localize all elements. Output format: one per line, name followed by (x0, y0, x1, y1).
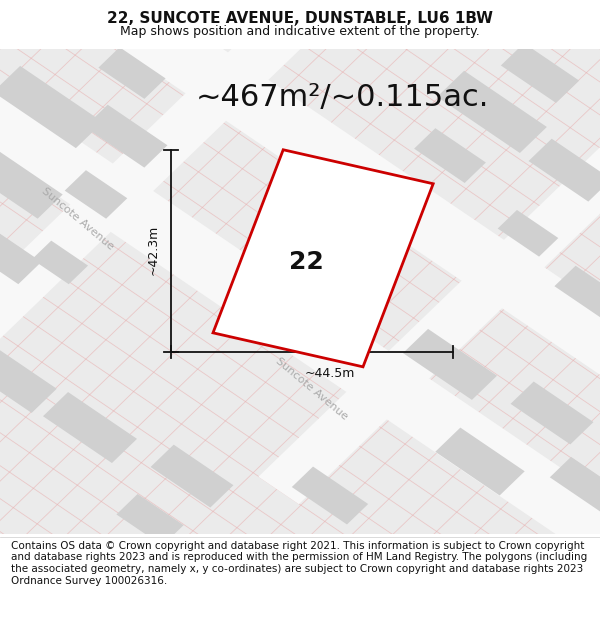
Polygon shape (497, 210, 559, 257)
Text: Suncote Avenue: Suncote Avenue (40, 186, 116, 252)
Polygon shape (116, 494, 184, 546)
Polygon shape (0, 66, 103, 148)
Text: ~44.5m: ~44.5m (305, 367, 355, 380)
Polygon shape (403, 329, 497, 400)
Polygon shape (511, 381, 593, 444)
Polygon shape (43, 392, 137, 463)
Polygon shape (0, 221, 41, 284)
Polygon shape (213, 150, 433, 367)
Text: ~42.3m: ~42.3m (146, 225, 160, 276)
Text: 22, SUNCOTE AVENUE, DUNSTABLE, LU6 1BW: 22, SUNCOTE AVENUE, DUNSTABLE, LU6 1BW (107, 11, 493, 26)
Polygon shape (501, 43, 579, 103)
Polygon shape (529, 139, 600, 202)
Text: Contains OS data © Crown copyright and database right 2021. This information is : Contains OS data © Crown copyright and d… (11, 541, 587, 586)
Polygon shape (435, 428, 525, 496)
Text: Suncote Avenue: Suncote Avenue (274, 356, 350, 422)
Polygon shape (0, 0, 600, 500)
Polygon shape (414, 128, 486, 183)
Polygon shape (292, 467, 368, 524)
Polygon shape (0, 0, 341, 456)
Polygon shape (0, 151, 63, 219)
Polygon shape (554, 266, 600, 318)
Polygon shape (437, 71, 547, 153)
Polygon shape (259, 31, 600, 504)
Polygon shape (0, 345, 57, 413)
Polygon shape (550, 457, 600, 515)
Polygon shape (151, 444, 233, 508)
Polygon shape (65, 170, 127, 219)
Text: ~467m²/~0.115ac.: ~467m²/~0.115ac. (196, 82, 488, 112)
Text: Map shows position and indicative extent of the property.: Map shows position and indicative extent… (120, 25, 480, 38)
Text: 22: 22 (289, 251, 323, 274)
Polygon shape (98, 48, 166, 99)
Polygon shape (32, 241, 88, 284)
Polygon shape (85, 105, 167, 168)
